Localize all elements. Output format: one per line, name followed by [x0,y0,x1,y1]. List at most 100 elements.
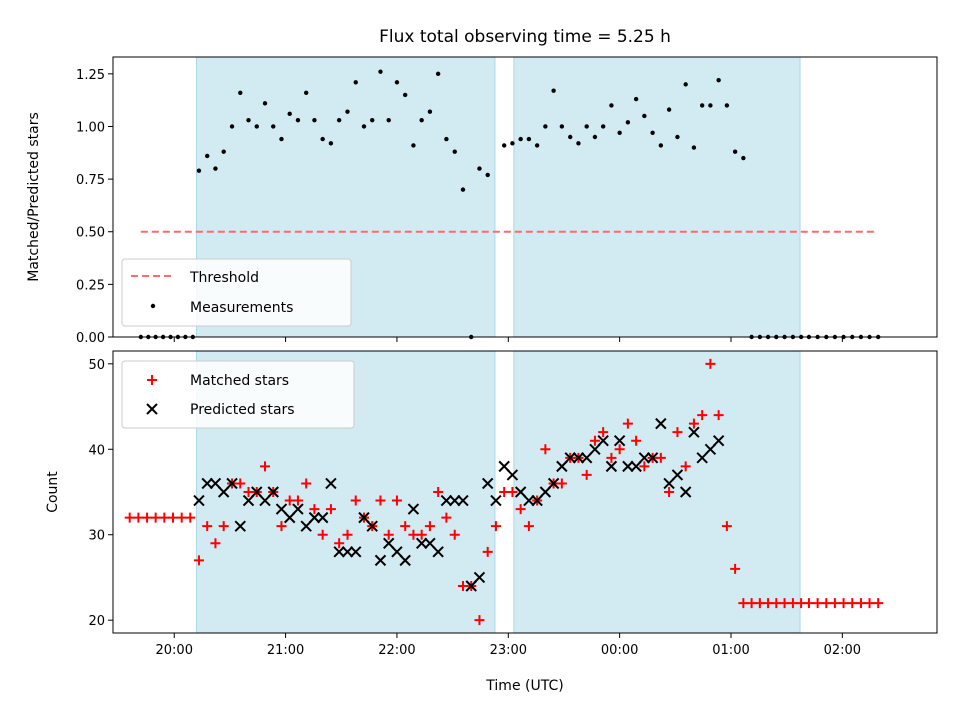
observing-window-2 [513,350,801,634]
axes-frame [112,350,938,634]
matched-stars-point [159,512,170,523]
matched-stars-point [375,495,386,506]
matched-stars-point [721,521,732,532]
matched-stars-point [210,538,221,549]
measurements-point [411,143,416,148]
measurements-point [229,124,235,129]
measurements-point [345,109,350,114]
matched-stars-point [292,495,303,506]
legend-matched-label: Matched stars [190,373,289,389]
matched-stars-point [441,512,452,523]
predicted-stars-point [449,494,461,507]
matched-stars-point [672,427,683,438]
measurements-point [386,117,391,123]
matched-stars-point [301,478,312,489]
y-tick-label: 20 [88,614,105,629]
matched-stars-point [855,598,866,609]
predicted-stars-point [424,537,436,549]
predicted-stars-point [341,546,354,558]
matched-stars-point [490,521,501,532]
predicted-stars-point [333,546,345,558]
predicted-stars-point [712,435,725,447]
x-tick-label: 00:00 [601,643,638,658]
measurements-point [444,136,449,142]
measurements-point [328,141,334,146]
matched-stars-point [176,512,187,523]
matched-stars-point [383,529,394,540]
measurements-point [452,149,457,154]
measurements-point [460,187,466,192]
measurements-point [295,117,301,123]
matched-stars-point [631,435,642,446]
legend-matched-swatch [147,375,157,385]
predicted-stars-point [432,546,444,558]
matched-stars-point [350,495,361,506]
predicted-stars-point [605,460,618,473]
legend-threshold-label: Threshold [189,270,259,286]
matched-stars-point [540,444,551,455]
measurements-point [666,107,672,112]
x-tick-label: 01:00 [712,643,749,658]
y-tick-label: 30 [88,529,105,544]
predicted-stars-point [275,503,288,515]
predicted-stars-point [201,477,213,490]
matched-stars-point [317,529,328,540]
measurements-point [642,113,647,119]
measurements-point [254,124,259,129]
measurements-point [238,90,243,95]
y-axis-title: Matched/Predicted stars [26,112,42,282]
matched-stars-point [202,521,213,532]
y-tick-label: 1.25 [76,68,105,83]
matched-stars-point [606,452,617,463]
legend: Threshold Measurements [121,258,352,327]
predicted-stars-point [399,554,411,567]
panel-count: 20 30 40 50 20:00 21:00 22:00 23:00 00:00 01:00 02… [45,350,938,658]
measurements-point [205,153,210,159]
matched-stars-point [829,598,840,609]
measurements-point [378,69,383,74]
predicted-stars-point [671,469,684,481]
measurements-point [658,143,664,148]
measurements-point [303,90,309,95]
matched-stars-point [325,504,336,515]
measurements-point [221,149,226,154]
measurements-point [213,166,218,171]
measurements-point [551,88,556,93]
measurements-point [600,124,606,129]
predicted-stars-point [242,494,255,507]
legend: Matched stars Predicted stars [121,360,355,429]
matched-stars-point [124,512,135,523]
matched-stars-point [474,615,485,626]
matched-stars-point [680,461,691,472]
matched-stars-point [713,410,724,421]
matched-stars-point [598,427,609,438]
matched-stars-point [133,512,144,523]
measurements-point [271,124,276,129]
predicted-stars-point [655,417,667,430]
predicted-stars-point [382,537,395,549]
measurements-point [732,149,738,154]
measurements-point [592,134,598,140]
y-tick-label: 0.50 [76,226,105,241]
predicted-stars-point [539,486,552,498]
matched-stars-point [142,512,153,523]
matched-stars-point [193,555,204,566]
matched-stars-point [449,529,460,540]
x-tick-label: 20:00 [156,643,193,658]
predicted-stars-point [259,494,271,507]
predicted-stars-point [481,477,494,490]
predicted-stars-point [531,494,543,507]
measurements-point [724,103,730,108]
predicted-stars-point [630,460,642,473]
measurements-point [716,77,721,83]
y-tick-label: 0.00 [76,331,105,346]
matched-stars-point [391,495,402,506]
predicted-stars-point [613,435,626,447]
matched-stars-point [515,504,526,515]
matched-stars-point [334,538,345,549]
legend-predicted-label: Predicted stars [190,402,295,418]
observing-window-2 [513,56,801,338]
predicted-stars-point [622,460,634,473]
legend-measurements-swatch [150,303,156,309]
predicted-stars-point [523,494,535,507]
